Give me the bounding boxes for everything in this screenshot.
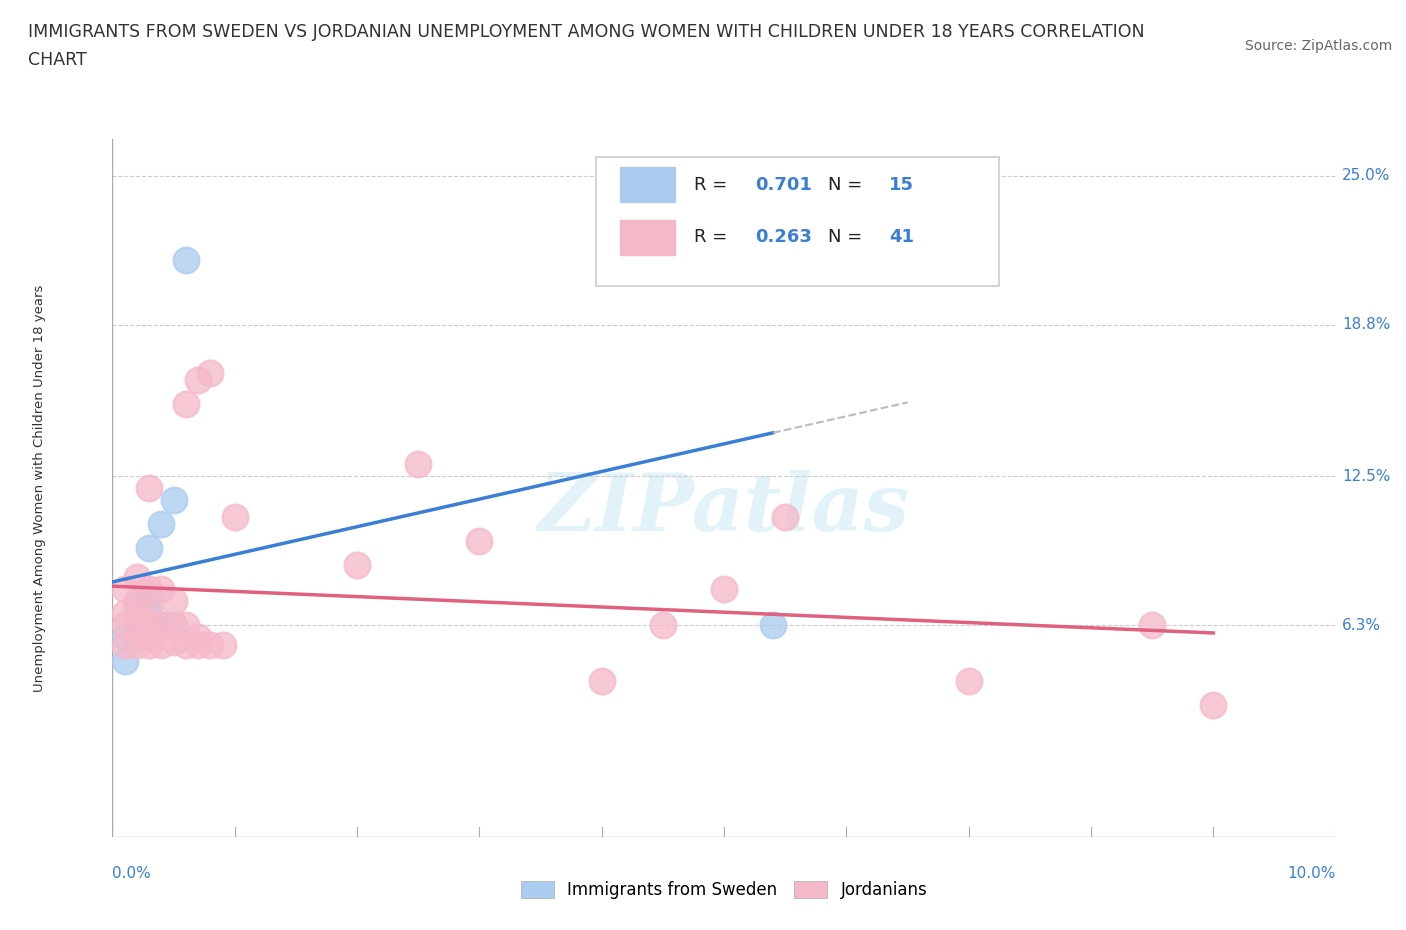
Point [114,605,136,620]
Point [125,618,148,632]
Text: Unemployment Among Women with Children Under 18 years: Unemployment Among Women with Children U… [32,285,45,692]
Point [200,637,222,652]
Point [211,637,233,652]
Text: 41: 41 [889,228,914,246]
Point [163,618,186,632]
Point [150,618,173,632]
FancyBboxPatch shape [596,157,1000,286]
Point [762,618,785,632]
Point [138,541,160,556]
Point [125,637,148,652]
Point [138,605,160,620]
Point [125,594,148,609]
Text: ZIPatlas: ZIPatlas [538,471,910,548]
Text: 0.0%: 0.0% [112,866,152,881]
Point [150,582,173,597]
Point [114,637,136,652]
Text: N =: N = [828,176,868,193]
Text: R =: R = [693,228,733,246]
Point [114,630,136,644]
Point [138,637,160,652]
Point [163,594,186,609]
Point [713,582,735,597]
Point [138,618,160,632]
Point [591,673,613,688]
Text: 12.5%: 12.5% [1341,469,1391,484]
Point [138,481,160,496]
Text: N =: N = [828,228,868,246]
Text: CHART: CHART [28,51,87,69]
Point [138,582,160,597]
Point [138,618,160,632]
Point [346,558,368,573]
Text: IMMIGRANTS FROM SWEDEN VS JORDANIAN UNEMPLOYMENT AMONG WOMEN WITH CHILDREN UNDER: IMMIGRANTS FROM SWEDEN VS JORDANIAN UNEM… [28,23,1144,41]
Point [125,570,148,585]
Point [468,534,491,549]
Point [114,618,136,632]
Point [174,618,197,632]
Point [163,493,186,508]
Point [114,582,136,597]
Point [652,618,675,632]
Point [187,637,209,652]
Point [1202,698,1225,712]
FancyBboxPatch shape [620,167,675,203]
Text: 18.8%: 18.8% [1341,317,1391,332]
Point [150,618,173,632]
Point [174,252,197,267]
Point [150,517,173,532]
Point [187,630,209,644]
Point [187,373,209,388]
Point [125,605,148,620]
Text: 15: 15 [889,176,914,193]
Point [224,510,246,525]
Point [125,618,148,632]
Point [114,654,136,669]
Text: Source: ZipAtlas.com: Source: ZipAtlas.com [1244,39,1392,53]
Point [125,596,148,611]
Text: 25.0%: 25.0% [1341,168,1391,183]
Point [150,637,173,652]
Text: 0.263: 0.263 [755,228,811,246]
Point [138,630,160,644]
Point [163,635,186,650]
Point [408,457,430,472]
Text: R =: R = [693,176,733,193]
Legend: Immigrants from Sweden, Jordanians: Immigrants from Sweden, Jordanians [515,874,934,906]
Text: 0.701: 0.701 [755,176,811,193]
Text: 10.0%: 10.0% [1288,866,1336,881]
Point [957,673,980,688]
Point [163,618,186,632]
Point [200,365,222,380]
Text: 6.3%: 6.3% [1341,618,1381,632]
Point [1142,618,1164,632]
Point [174,396,197,411]
Point [138,589,160,604]
Point [138,605,160,620]
Point [174,637,197,652]
Point [689,252,711,267]
FancyBboxPatch shape [620,219,675,255]
Point [775,510,797,525]
